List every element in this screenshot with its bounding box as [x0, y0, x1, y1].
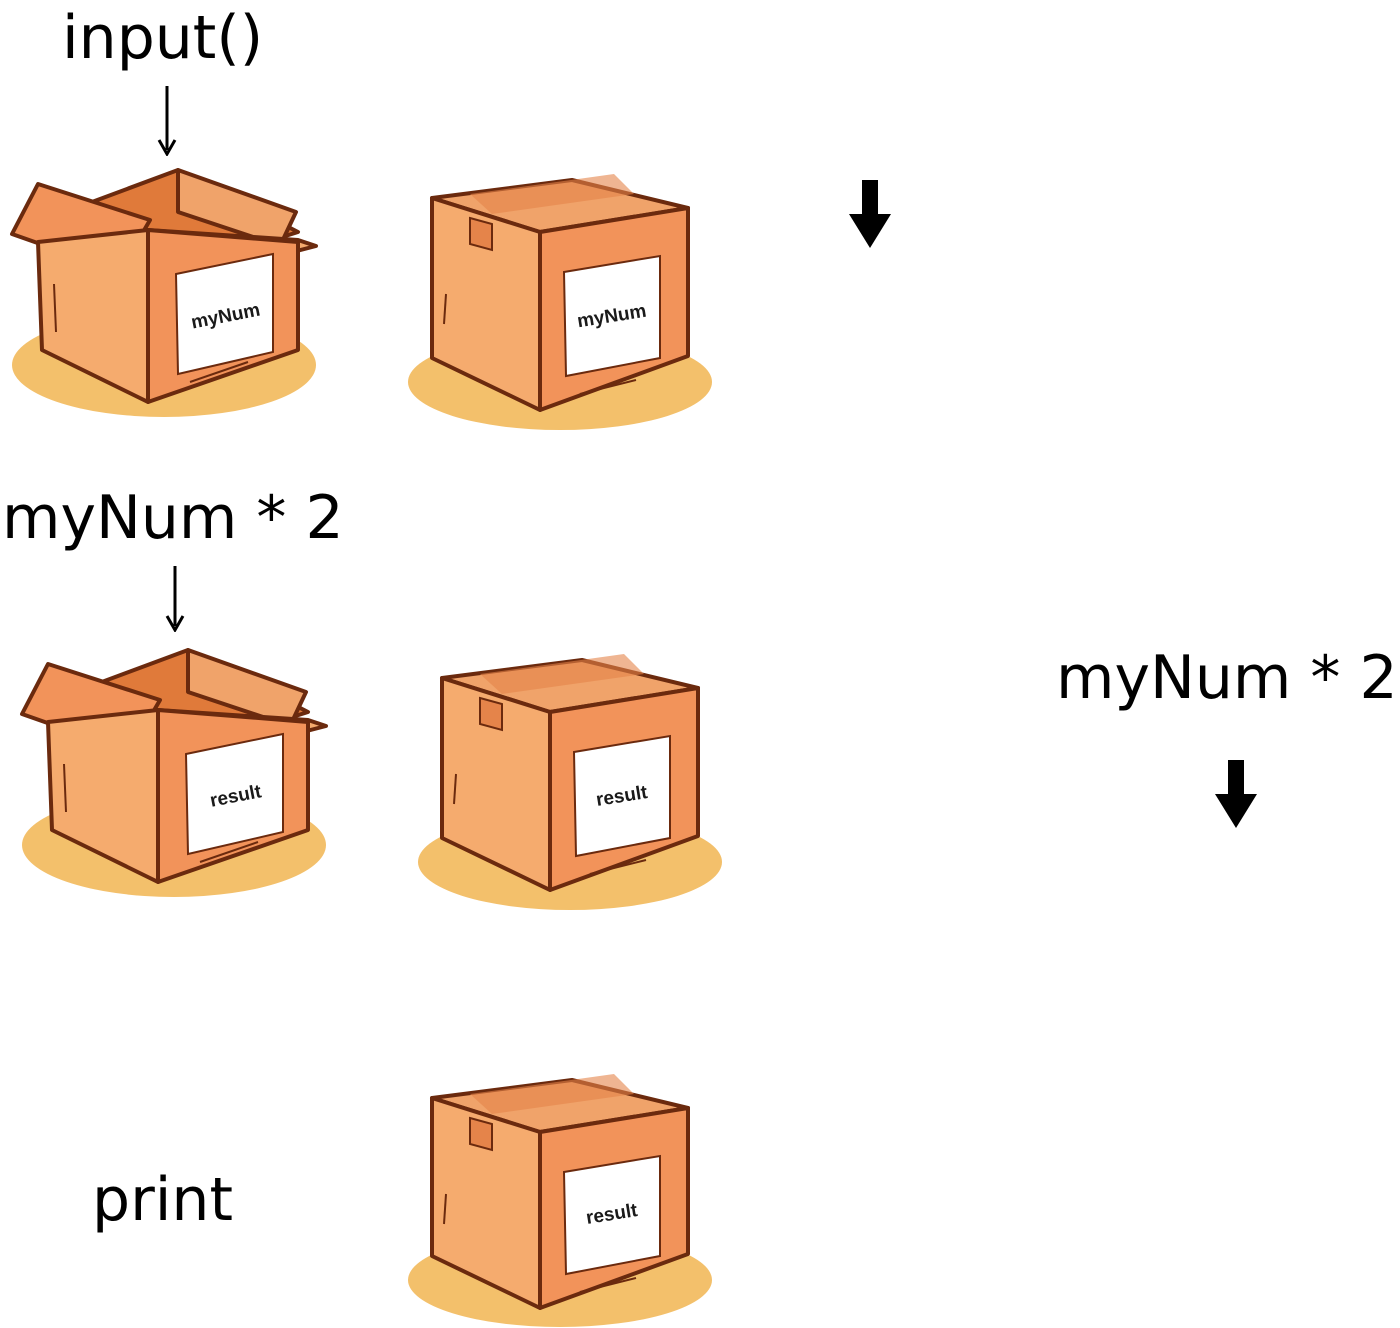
- thin-down-arrow-icon: [155, 86, 179, 156]
- closed-box-result: result: [414, 654, 724, 910]
- open-box-mynum: myNum: [8, 162, 324, 420]
- input-label: input(): [62, 3, 264, 73]
- thin-down-arrow-icon: [163, 566, 187, 632]
- bold-down-arrow-icon: [1215, 760, 1257, 828]
- open-box-result: result: [18, 642, 334, 900]
- closed-box-mynum: myNum: [404, 174, 714, 430]
- multiply-label: myNum * 2: [2, 483, 344, 553]
- print-label: print: [92, 1165, 233, 1235]
- multiply-label-side: myNum * 2: [1056, 643, 1398, 713]
- bold-down-arrow-icon: [849, 180, 891, 248]
- closed-box-print: result: [404, 1074, 714, 1328]
